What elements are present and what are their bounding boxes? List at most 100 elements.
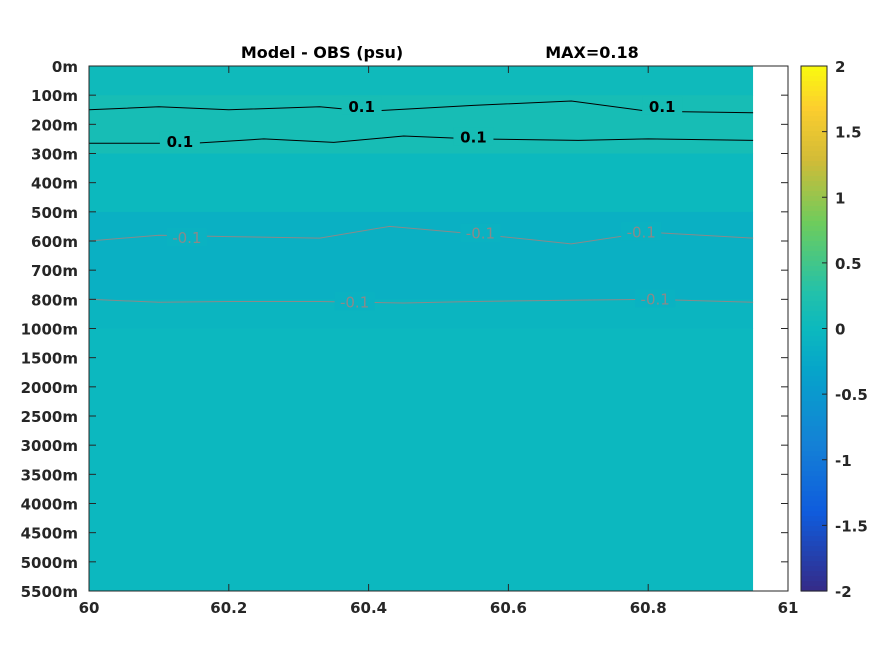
- colorbar-segment: [801, 136, 827, 142]
- colorbar-segment: [801, 96, 827, 102]
- colorbar-segment: [801, 546, 827, 552]
- colorbar-segment: [801, 186, 827, 192]
- colorbar-segment: [801, 391, 827, 397]
- contour-label-bg: [460, 223, 501, 242]
- colorbar-segment: [801, 76, 827, 82]
- y-tick-label: 4000m: [21, 496, 78, 514]
- colorbar-segment: [801, 346, 827, 352]
- colorbar-segment: [801, 181, 827, 187]
- colorbar-segment: [801, 466, 827, 472]
- colorbar-segment: [801, 131, 827, 137]
- contour-label-bg: [159, 131, 200, 150]
- colorbar-segment: [801, 341, 827, 347]
- contour-line: [89, 135, 754, 144]
- y-tick-label: 600m: [31, 233, 78, 251]
- colorbar-segment: [801, 386, 827, 392]
- field-band: [89, 66, 754, 96]
- y-tick-label: 500m: [31, 204, 78, 222]
- contour-label: 0.1: [167, 133, 194, 151]
- max-annotation: MAX=0.18: [545, 43, 639, 62]
- contour-label: 0.1: [348, 98, 375, 116]
- colorbar-segment: [801, 161, 827, 167]
- contour-label-bg: [166, 228, 207, 247]
- colorbar-segment: [801, 356, 827, 362]
- colorbar-segment: [801, 446, 827, 452]
- colorbar-segment: [801, 441, 827, 447]
- colorbar-tick-label: -0.5: [835, 386, 868, 404]
- colorbar-segment: [801, 366, 827, 372]
- contour-label: -0.1: [340, 293, 369, 311]
- colorbar-segment: [801, 111, 827, 117]
- colorbar-segment: [801, 421, 827, 427]
- field-band: [89, 153, 754, 213]
- contour-label-bg: [642, 96, 683, 115]
- contour-label-bg: [341, 96, 382, 115]
- colorbar-segment: [801, 501, 827, 507]
- plot-area: 0.1 0.1 0.1 0.1 -0.1 -0.1 -0.1 -0.1 -0.1: [88, 65, 789, 592]
- colorbar-segment: [801, 106, 827, 112]
- colorbar-segment: [801, 236, 827, 242]
- colorbar-segment: [801, 71, 827, 77]
- colorbar-segment: [801, 196, 827, 202]
- colorbar-segment: [801, 171, 827, 177]
- colorbar-segment: [801, 526, 827, 532]
- colorbar-segment: [801, 246, 827, 252]
- contour-label-bg: [453, 127, 494, 146]
- colorbar-segment: [801, 201, 827, 207]
- colorbar-segment: [801, 216, 827, 222]
- contour-label: -0.1: [466, 225, 495, 243]
- contour-layer: 0.1 0.1 0.1 0.1 -0.1 -0.1 -0.1 -0.1 -0.1: [88, 96, 754, 311]
- y-tick-label: 400m: [31, 175, 78, 193]
- colorbar-segment: [801, 146, 827, 152]
- colorbar-segment: [801, 486, 827, 492]
- colorbar-segment: [801, 271, 827, 277]
- colorbar-ticks: 2 1.5 1 0.5 0 -0.5 -1 -1.5 -2: [822, 58, 868, 601]
- colorbar-segment: [801, 286, 827, 292]
- y-tick-label: 2500m: [21, 408, 78, 426]
- field-band: [89, 328, 754, 592]
- colorbar-segment: [801, 206, 827, 212]
- colorbar-segment: [801, 316, 827, 322]
- colorbar-segment: [801, 396, 827, 402]
- colorbar-segment: [801, 251, 827, 257]
- x-axis: 60 60.2 60.4 60.6 60.8 61: [79, 66, 798, 617]
- x-tick-label: 60.2: [210, 599, 247, 617]
- colorbar-tick-label: -1: [835, 452, 852, 470]
- colorbar-segment: [801, 301, 827, 307]
- contour-label-bg: [635, 289, 676, 308]
- colorbar-segment: [801, 376, 827, 382]
- colorbar-segment: [801, 336, 827, 342]
- y-tick-label: 0m: [52, 58, 78, 76]
- colorbar-segment: [801, 331, 827, 337]
- contour-label-bg: [334, 292, 375, 311]
- colorbar-segment: [801, 211, 827, 217]
- chart-title: Model - OBS (psu): [241, 43, 403, 62]
- colorbar-segment: [801, 586, 827, 592]
- colorbar-segment: [801, 401, 827, 407]
- colorbar-segment: [801, 551, 827, 557]
- colorbar-segment: [801, 436, 827, 442]
- colorbar-segment: [801, 361, 827, 367]
- colorbar: 2 1.5 1 0.5 0 -0.5 -1 -1.5 -2: [800, 58, 868, 601]
- colorbar-segment: [801, 116, 827, 122]
- y-tick-label: 100m: [31, 87, 78, 105]
- colorbar-segment: [801, 461, 827, 467]
- y-tick-label: 700m: [31, 262, 78, 280]
- contour-label: -0.1: [641, 290, 670, 308]
- y-tick-label: 2000m: [21, 379, 78, 397]
- colorbar-tick-label: 0.5: [835, 255, 862, 273]
- colorbar-segment: [801, 156, 827, 162]
- x-tick-label: 60.8: [630, 599, 667, 617]
- contour-line: [88, 298, 754, 304]
- colorbar-segment: [801, 561, 827, 567]
- colorbar-segment: [801, 321, 827, 327]
- colorbar-segment: [801, 541, 827, 547]
- contour-label: -0.1: [627, 223, 656, 241]
- colorbar-segment: [801, 411, 827, 417]
- colorbar-segment: [801, 261, 827, 267]
- colorbar-segment: [801, 86, 827, 92]
- colorbar-segment: [801, 481, 827, 487]
- colorbar-gradient: [801, 66, 827, 592]
- y-tick-label: 4500m: [21, 525, 78, 543]
